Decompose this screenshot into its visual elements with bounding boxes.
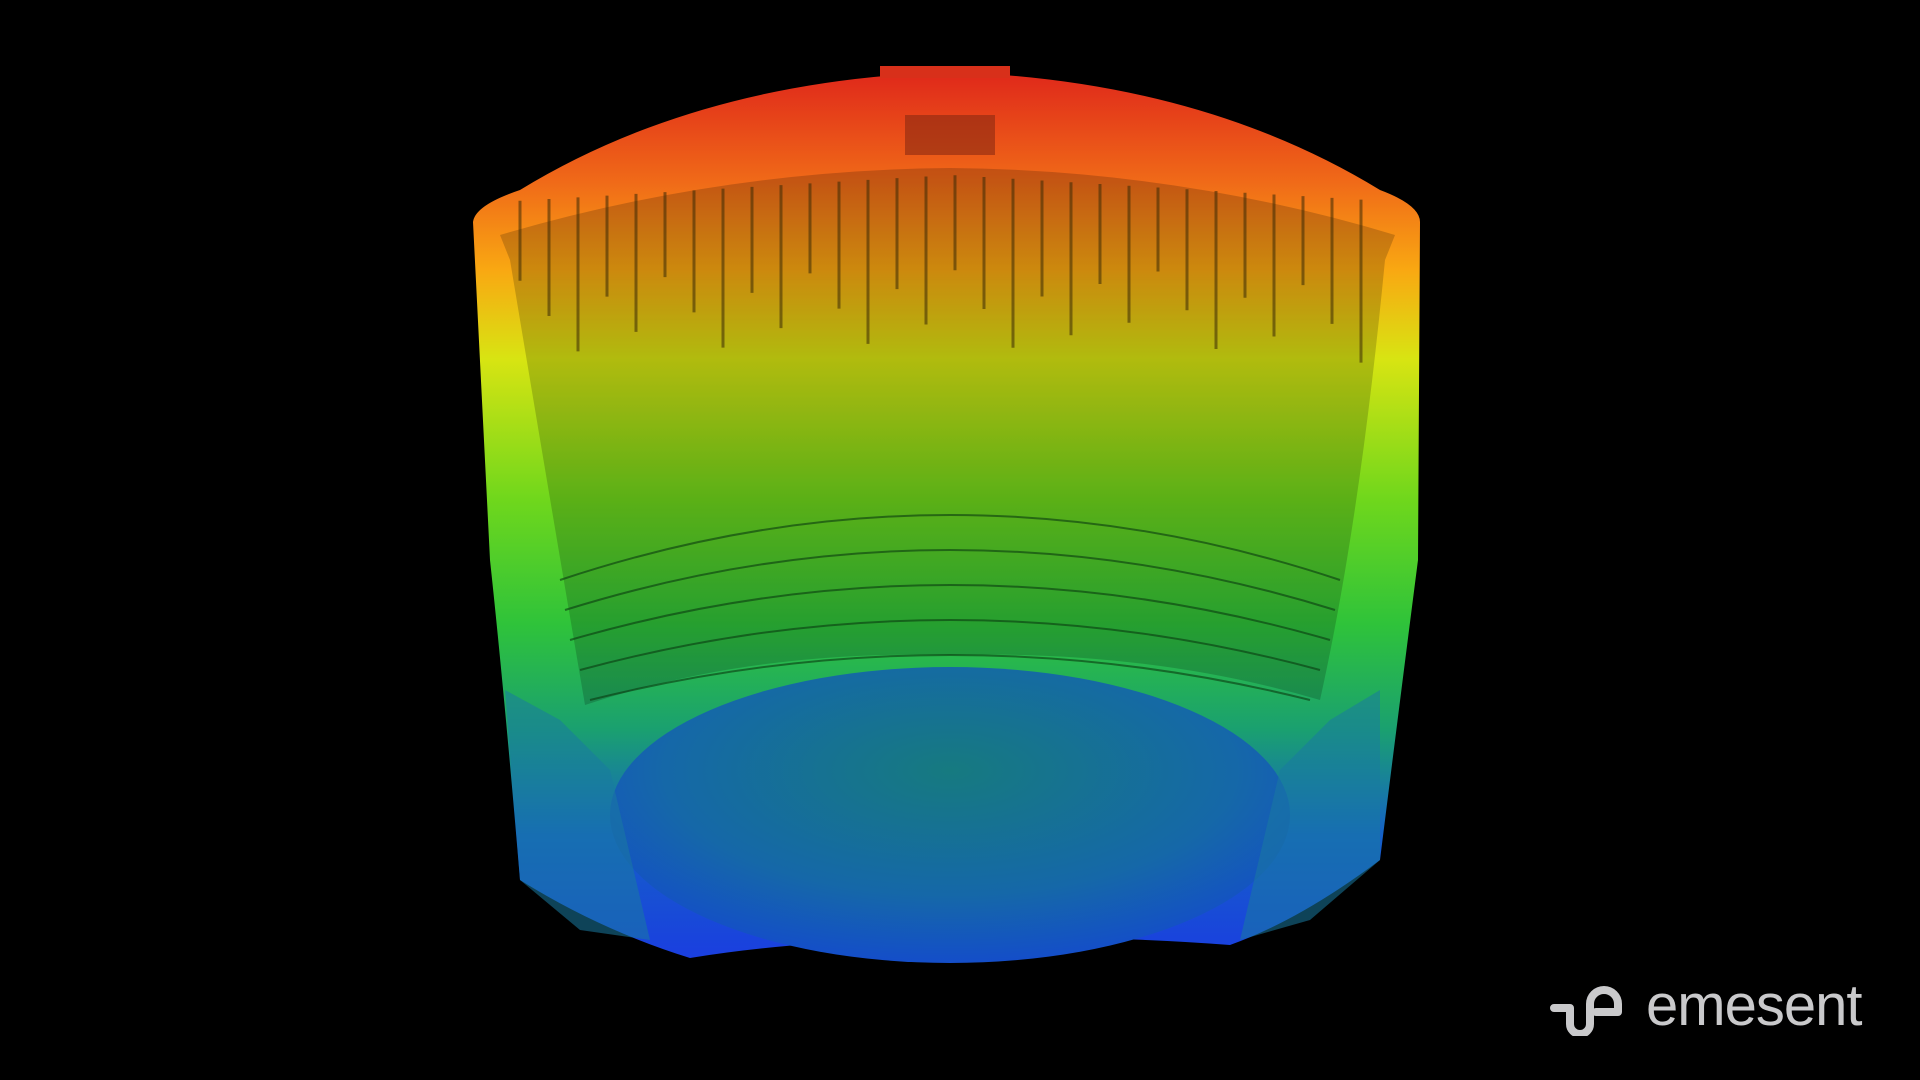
emesent-logo: emesent xyxy=(1550,977,1862,1036)
tank-interior xyxy=(500,168,1395,705)
emesent-swirl-icon xyxy=(1550,986,1622,1036)
logo-text: emesent xyxy=(1646,973,1862,1038)
roof-hub xyxy=(905,115,995,155)
tank-floor xyxy=(610,667,1290,963)
